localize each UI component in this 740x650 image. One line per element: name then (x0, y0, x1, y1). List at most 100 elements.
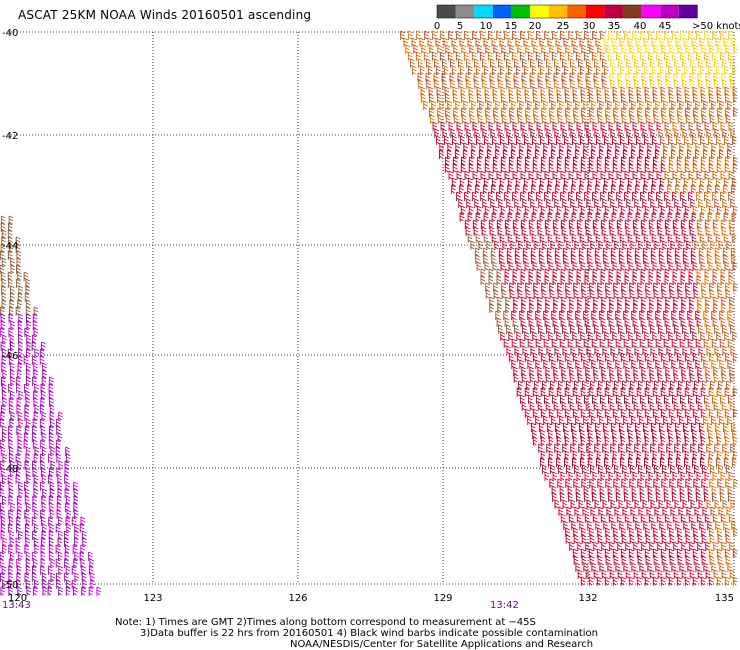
wind-barb (725, 534, 731, 544)
wind-barb (596, 331, 601, 341)
wind-barb (16, 509, 22, 519)
wind-barb (660, 387, 666, 397)
wind-barb (525, 282, 530, 292)
wind-barb (695, 485, 701, 495)
wind-barb (49, 544, 54, 554)
wind-barb (656, 394, 661, 404)
wind-barb (703, 359, 709, 369)
wind-barb (532, 86, 538, 96)
wind-barb (484, 156, 490, 166)
wind-barb (725, 93, 730, 103)
wind-barb (434, 58, 439, 68)
wind-barb (18, 551, 23, 561)
wind-barb (496, 170, 502, 180)
wind-barb (579, 520, 584, 530)
wind-barb (459, 177, 465, 187)
wind-barb (652, 436, 658, 446)
wind-barb (543, 149, 548, 159)
wind-barb (661, 44, 666, 54)
wind-barb (608, 30, 613, 40)
wind-barb (488, 121, 494, 131)
wind-barb (687, 359, 693, 369)
wind-barb (616, 121, 622, 131)
wind-barb (717, 289, 723, 299)
wind-barb (693, 282, 698, 292)
wind-barb (684, 65, 689, 75)
wind-barb (460, 65, 465, 75)
wind-barb (626, 247, 632, 257)
wind-barb (671, 51, 677, 61)
wind-barb (556, 163, 562, 173)
wind-barb (628, 352, 634, 362)
wind-barb (652, 387, 658, 397)
wind-barb (722, 128, 728, 138)
wind-barb (655, 485, 661, 495)
wind-barb (647, 142, 653, 152)
wind-barb (587, 520, 592, 530)
wind-barb (598, 506, 604, 516)
wind-barb (579, 457, 585, 467)
wind-barb (42, 586, 48, 596)
wind-barb (611, 212, 617, 222)
wind-barb (552, 394, 557, 404)
wind-barb (34, 348, 40, 358)
wind-barb (543, 338, 549, 348)
wind-barb (16, 404, 22, 414)
wind-barb (688, 471, 694, 481)
wind-barb (532, 163, 538, 173)
wind-barb (593, 541, 598, 551)
wind-barb (531, 212, 537, 222)
wind-barb (674, 128, 680, 138)
wind-barb (476, 135, 481, 145)
wind-barb (33, 523, 39, 533)
wind-barb (660, 352, 666, 362)
wind-barb (725, 555, 731, 565)
wind-barb (585, 72, 591, 82)
wind-barb (724, 387, 730, 397)
wind-barb (649, 373, 655, 383)
wind-barb (592, 121, 598, 131)
wind-barb (495, 142, 501, 152)
wind-barb (733, 44, 738, 54)
wind-barb (491, 212, 497, 222)
wind-barb (576, 471, 582, 481)
wind-barb (567, 100, 572, 110)
wind-barb (624, 219, 630, 229)
wind-barb (553, 303, 558, 313)
wind-barb (732, 261, 738, 271)
wind-barb (571, 457, 577, 467)
wind-barb (583, 485, 589, 495)
wind-barb (39, 453, 45, 463)
wind-barb (550, 464, 555, 474)
wind-barb (617, 303, 622, 313)
wind-barb (7, 229, 13, 239)
wind-barb (588, 576, 594, 586)
wind-barb (31, 432, 37, 442)
wind-barb (628, 163, 634, 173)
wind-barb (714, 443, 719, 453)
wind-barb (607, 51, 613, 61)
wind-barb (570, 128, 576, 138)
wind-barb (707, 233, 713, 243)
wind-barb (667, 37, 673, 47)
wind-barb (25, 446, 31, 456)
wind-barb (556, 135, 561, 145)
wind-barb (23, 355, 29, 365)
wind-barb (17, 320, 23, 330)
wind-barb (644, 387, 650, 397)
wind-barb (630, 240, 636, 250)
wind-barb (450, 58, 455, 68)
wind-barb (611, 177, 617, 187)
wind-barb (637, 478, 643, 488)
wind-barb (2, 544, 7, 554)
wind-barb (657, 569, 663, 579)
wind-barb (24, 460, 30, 470)
wind-barb (596, 408, 602, 418)
wind-barb (520, 275, 526, 285)
wind-barb (524, 65, 529, 75)
wind-barb (562, 198, 567, 208)
wind-barb (31, 565, 37, 575)
wind-barb (442, 58, 447, 68)
wind-barb (580, 86, 586, 96)
wind-barb (589, 114, 595, 124)
